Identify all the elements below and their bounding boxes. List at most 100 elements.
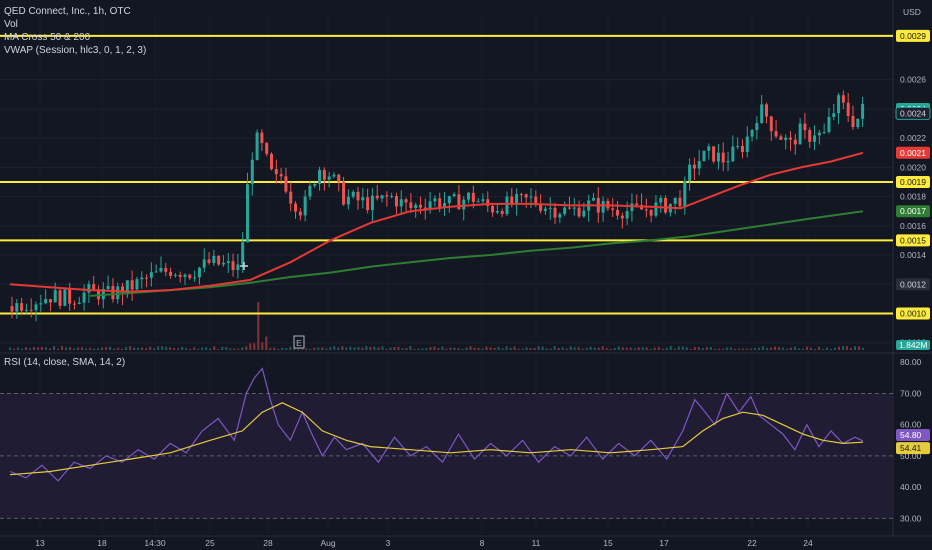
horizontal-levels[interactable] (0, 34, 893, 315)
volume-bar (233, 348, 236, 350)
volume-bar (641, 347, 644, 350)
volume-bar (589, 346, 592, 350)
volume-bar (361, 347, 364, 350)
volume-bar (241, 347, 244, 350)
volume-bar (805, 346, 808, 350)
volume-bar (537, 346, 540, 350)
volume-bar (177, 348, 180, 350)
volume-bar (17, 347, 20, 350)
vwap-legend[interactable]: VWAP (Session, hlc3, 0, 1, 2, 3) (4, 45, 147, 56)
volume-bar (845, 346, 848, 350)
candle-body (250, 159, 254, 185)
volume-bar (321, 347, 324, 350)
volume-bar (221, 346, 224, 350)
volume-bar (529, 348, 532, 350)
volume-bar (165, 346, 168, 350)
volume-bar (285, 347, 288, 350)
volume-bar (821, 348, 824, 350)
price-badge-bg (896, 176, 930, 188)
volume-bar (677, 346, 680, 350)
volume-bar (245, 346, 248, 350)
volume-bar (793, 346, 796, 350)
candle-body (231, 261, 235, 271)
volume-bar (497, 346, 500, 350)
rsi-badge: 54.41 (900, 443, 922, 453)
volume-bar (85, 348, 88, 350)
candle-body (649, 209, 653, 216)
time-tick-label: 22 (747, 538, 757, 548)
candle-body (438, 198, 442, 208)
candle-body (861, 103, 865, 119)
candle-body (212, 255, 216, 263)
volume-bar (65, 347, 68, 350)
candle-body (678, 197, 682, 207)
candle-body (779, 136, 783, 140)
rsi-tick-label: 30.00 (900, 513, 922, 523)
volume-bar (333, 346, 336, 350)
rsi-line (9, 367, 864, 482)
candle-body (346, 196, 350, 205)
candle-body (817, 132, 821, 136)
candle-body (635, 203, 639, 205)
volume-bar (681, 346, 684, 350)
candle-body (688, 164, 692, 181)
price-badge: 0.0029 (900, 31, 926, 41)
rsi-tick-label: 50.00 (900, 451, 922, 461)
candle-body (135, 279, 139, 290)
volume-bar (25, 347, 28, 350)
volume-bar (513, 346, 516, 350)
candle-body (48, 299, 52, 303)
candle-body (154, 271, 158, 273)
volume-bar (713, 348, 716, 350)
volume-bar (717, 348, 720, 350)
volume-bar (137, 347, 140, 350)
candle-body (654, 202, 658, 216)
volume-bar (37, 347, 40, 350)
volume-bar (265, 336, 268, 350)
ma-cross-legend[interactable]: MA Cross 50 & 200 (4, 32, 91, 43)
candle-body (476, 201, 480, 203)
volume-badge-bg (896, 340, 930, 350)
volume-bar (185, 348, 188, 350)
candle-body (462, 199, 466, 210)
volume-bar (481, 348, 484, 350)
price-badge: 0.0010 (900, 308, 926, 318)
candle-body (486, 199, 490, 206)
candle-body (303, 196, 307, 216)
candle-body (755, 122, 759, 130)
volume-bar (73, 348, 76, 350)
volume-bar (809, 347, 812, 350)
volume-bar (457, 348, 460, 350)
volume-bar (669, 346, 672, 350)
vol-legend[interactable]: Vol (4, 19, 18, 30)
volume-bar (761, 346, 764, 350)
candle-body (731, 146, 735, 162)
candle-body (217, 255, 221, 265)
volume-bar (117, 347, 120, 350)
volume-bar (209, 348, 212, 350)
candle-body (404, 199, 408, 203)
volume-bar (49, 348, 52, 350)
candle-body (491, 205, 495, 213)
volume-bar (729, 347, 732, 350)
volume-bar (533, 348, 536, 350)
candle-body (620, 215, 624, 219)
candle-body (44, 299, 48, 304)
chart-title[interactable]: QED Connect, Inc., 1h, OTC (4, 6, 131, 17)
volume-bar (365, 346, 368, 350)
candle-body (697, 161, 701, 169)
volume-bar (69, 346, 72, 350)
candle-body (68, 289, 72, 304)
candle-body (241, 242, 245, 265)
candle-body (673, 197, 677, 204)
candle-body (837, 95, 841, 114)
candle-body (625, 211, 629, 219)
price-tick-label: 0.0022 (900, 133, 926, 143)
volume-bar (525, 347, 528, 350)
candle-body (683, 180, 687, 207)
volume-bar (549, 348, 552, 350)
rsi-legend[interactable]: RSI (14, close, SMA, 14, 2) (4, 357, 126, 368)
candle-body (827, 116, 831, 133)
candle-body (260, 132, 264, 144)
